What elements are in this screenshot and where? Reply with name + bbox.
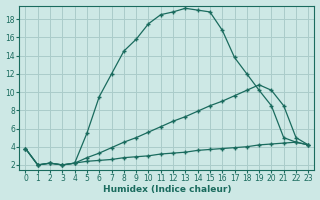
X-axis label: Humidex (Indice chaleur): Humidex (Indice chaleur) [103, 185, 231, 194]
